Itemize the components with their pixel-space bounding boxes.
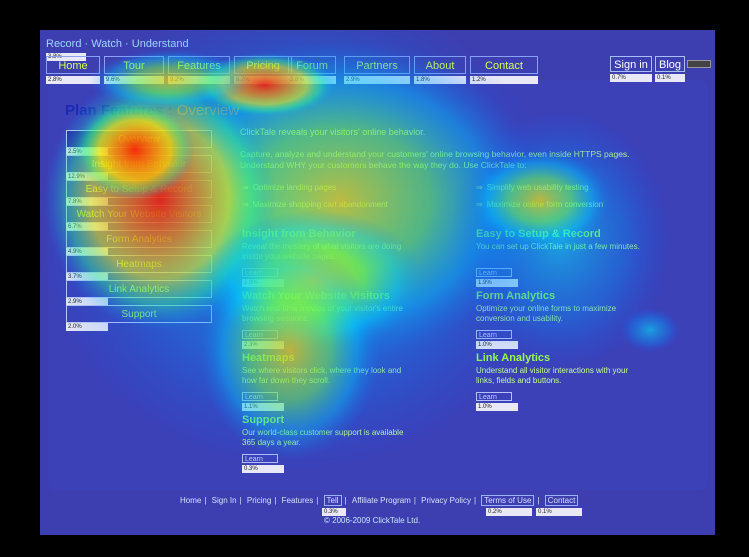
learn-more-insight-pct: 1.8% [242, 279, 284, 287]
header-extra-bar [687, 60, 711, 68]
sidebar-pct-support: 2.0% [66, 323, 108, 331]
page-title: Plan Features : Overview [65, 102, 239, 119]
footer-link-terms[interactable]: Terms of Use [481, 495, 535, 506]
learn-more-form-analytics[interactable]: Learn more [476, 330, 512, 348]
blog-link[interactable]: Blog [655, 56, 685, 72]
page-title-sub: Overview [176, 102, 240, 119]
footer-link-sign-in[interactable]: Sign In [211, 496, 237, 505]
learn-more-form-analytics-pct: 1.0% [476, 341, 518, 349]
bullet-usability-testing: ⇒ Simplify web usability testing [476, 183, 589, 192]
sidebar-item-watch[interactable]: Watch Your Website Visitors [66, 205, 212, 223]
nav-forum[interactable]: Forum [288, 56, 336, 74]
footer-link-features[interactable]: Features [281, 496, 314, 505]
section-text-support: Our world-class customer support is avai… [242, 428, 404, 447]
sidebar-item-support[interactable]: Support [66, 305, 212, 323]
sidebar-item-heatmaps[interactable]: Heatmaps [66, 255, 212, 273]
bullet-form-conversion: ⇒ Maximize online form conversion [476, 200, 604, 209]
section-title-watch: Watch Your Website Visitors [242, 290, 390, 302]
section-text-form-analytics: Optimize your online forms to maximize c… [476, 304, 617, 323]
section-text-insight: Reveal the mystery of what visitors are … [242, 242, 402, 261]
nav-home-pct: 2.8% [46, 76, 100, 84]
nav-forum-pct: 3.8% [288, 76, 336, 84]
learn-more-link-analytics[interactable]: Learn more [476, 392, 512, 410]
section-text-watch: Watch real-time movies of your visitor's… [242, 304, 403, 323]
footer-pct-contact: 0.1% [536, 508, 582, 516]
learn-more-support-pct: 0.3% [242, 465, 284, 473]
section-title-heatmaps: Heatmaps [242, 352, 295, 364]
nav-partners-pct: 2.9% [344, 76, 410, 84]
nav-pricing-pct: 8.7% [234, 76, 292, 84]
blog-pct: 0.1% [655, 74, 685, 82]
intro-lead: ClickTale reveals your visitors' online … [240, 127, 426, 137]
footer-link-pricing[interactable]: Pricing [246, 496, 272, 505]
nav-contact[interactable]: Contact [470, 56, 538, 74]
page-title-main: Plan Features : [65, 102, 173, 119]
learn-more-easy-setup[interactable]: Learn more [476, 268, 512, 286]
sign-in-button[interactable]: Sign in [610, 56, 652, 72]
sidebar-item-easy-setup[interactable]: Easy to Setup & Record [66, 180, 212, 198]
arrow-icon: ⇒ [242, 200, 249, 209]
footer-link-tell[interactable]: Tell [323, 495, 342, 506]
footer-link-affiliate[interactable]: Affiliate Program [351, 496, 411, 505]
arrow-icon: ⇒ [476, 200, 483, 209]
section-text-link-analytics: Understand all visitor interactions with… [476, 366, 629, 385]
sidebar-item-overview[interactable]: Overview [66, 130, 212, 148]
section-title-support: Support [242, 414, 285, 426]
learn-more-heatmaps-pct: 1.1% [242, 403, 284, 411]
nav-tour-pct: 9.6% [104, 76, 164, 84]
footer-link-privacy[interactable]: Privacy Policy [421, 496, 471, 505]
section-title-easy-setup: Easy to Setup & Record [476, 228, 601, 240]
footer-link-home[interactable]: Home [180, 496, 202, 505]
nav-tour[interactable]: Tour [104, 56, 164, 74]
bullet-shopping-cart: ⇒ Maximize shopping cart abandonment [242, 200, 388, 209]
nav-partners[interactable]: Partners [344, 56, 410, 74]
arrow-icon: ⇒ [476, 183, 483, 192]
footer-links: Home | Sign In | Pricing | Features | Tell | … [177, 495, 581, 506]
nav-about[interactable]: About [414, 56, 466, 74]
nav-home[interactable]: Home [46, 56, 100, 74]
learn-more-insight[interactable]: Learn more [242, 268, 278, 286]
sidebar-item-form-analytics[interactable]: Form Analytics [66, 230, 212, 248]
intro-paragraph: Capture, analyze and understand your cus… [240, 149, 630, 170]
learn-more-link-analytics-pct: 1.0% [476, 403, 518, 411]
nav-about-pct: 1.8% [414, 76, 466, 84]
nav-pricing[interactable]: Pricing [234, 56, 292, 74]
arrow-icon: ⇒ [242, 183, 249, 192]
footer-pct-tell: 0.3% [322, 508, 346, 516]
section-text-heatmaps: See where visitors click, where they loo… [242, 366, 402, 385]
sidebar-item-link-analytics[interactable]: Link Analytics [66, 280, 212, 298]
nav-features-pct: 9.2% [168, 76, 230, 84]
heatmap-page: Record · Watch · Understand 3.8% Home 2.… [40, 30, 715, 535]
section-title-insight: Insight from Behavior [242, 228, 356, 240]
site-tagline: Record · Watch · Understand [46, 38, 189, 50]
section-title-form-analytics: Form Analytics [476, 290, 556, 302]
sign-in-pct: 0.7% [610, 74, 652, 82]
sidebar-item-insight[interactable]: Insight from Behavior [66, 155, 212, 173]
section-text-easy-setup: You can set up ClickTale in just a few m… [476, 242, 640, 251]
nav-contact-pct: 1.2% [470, 76, 538, 84]
learn-more-support[interactable]: Learn more [242, 454, 278, 472]
bullet-optimize-landing: ⇒ Optimize landing pages [242, 183, 337, 192]
footer-pct-terms: 0.2% [486, 508, 532, 516]
learn-more-easy-setup-pct: 1.9% [476, 279, 518, 287]
copyright: © 2006-2009 ClickTale Ltd. [324, 516, 421, 525]
learn-more-watch[interactable]: Learn more [242, 330, 278, 348]
nav-features[interactable]: Features [168, 56, 230, 74]
footer-link-contact[interactable]: Contact [544, 495, 579, 506]
section-title-link-analytics: Link Analytics [476, 352, 551, 364]
learn-more-heatmaps[interactable]: Learn more [242, 392, 278, 410]
learn-more-watch-pct: 2.3% [242, 341, 284, 349]
